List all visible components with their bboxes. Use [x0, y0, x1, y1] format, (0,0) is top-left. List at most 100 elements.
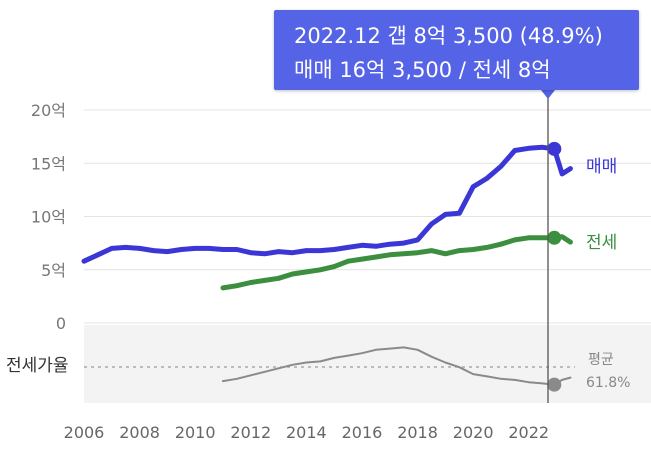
series-line-jeonse-point: [220, 285, 226, 291]
series-line-sale-point: [387, 241, 393, 247]
series-line-sale-point: [248, 250, 254, 255]
series-line-sale-point: [137, 246, 142, 251]
series-line-sale-point: [318, 248, 323, 253]
series-line-sale-point: [220, 247, 226, 252]
series-line-sale-point: [192, 246, 198, 251]
series-group: [81, 141, 573, 392]
series-line-sale-point: [568, 166, 573, 171]
series-line-sale-point: [498, 164, 504, 169]
y-tick-label: 5억: [41, 261, 66, 280]
series-line-sale-point: [457, 211, 462, 216]
series-line-jeonse-point: [262, 278, 267, 283]
highlight-marker-jeonse: [547, 230, 562, 245]
series-line-ratio-point: [444, 361, 447, 364]
series-line-ratio-point: [263, 370, 266, 373]
series-line-jeonse-point: [318, 267, 323, 272]
series-line-ratio-point: [319, 360, 322, 363]
x-tick-label: 2012: [230, 423, 271, 442]
series-line-sale-point: [179, 247, 184, 252]
ratio-panel-background: [84, 325, 651, 403]
series-line-sale-point: [262, 251, 267, 257]
series-line-sale-point: [81, 258, 87, 264]
series-line-ratio-point: [513, 379, 516, 381]
series-line-sale-point: [151, 248, 156, 253]
series-line-sale-point: [443, 212, 448, 217]
series-line-sale-point: [526, 146, 531, 151]
ratio-average-label: 평균: [588, 352, 614, 368]
tooltip-pointer: [541, 90, 555, 99]
series-line-jeonse-point: [429, 248, 434, 253]
x-tick-label: 2014: [286, 423, 327, 442]
y-tick-label: 15억: [31, 154, 66, 173]
series-line-ratio-point: [333, 356, 336, 359]
x-tick-label: 2006: [64, 423, 105, 442]
y-tick-label: 0: [56, 314, 66, 333]
series-line-jeonse-point: [443, 251, 448, 257]
series-line-sale-point: [290, 250, 295, 255]
series-line-ratio-point: [347, 354, 349, 357]
y-tick-label: 20억: [31, 101, 66, 120]
series-line-sale-point: [345, 245, 351, 250]
x-tick-label: 2022: [508, 423, 549, 442]
series-line-jeonse-point: [387, 252, 393, 258]
series-line-jeonse-point: [470, 247, 476, 252]
series-line-sale-point: [373, 244, 379, 249]
series-line-jeonse-point: [359, 256, 365, 262]
series-line-jeonse-point: [526, 235, 531, 241]
x-tick-label: 2016: [342, 423, 383, 442]
series-line-ratio-point: [305, 361, 308, 364]
series-line-sale-point: [559, 171, 565, 177]
series-line-jeonse-point: [276, 276, 281, 281]
y-tick-label: 10억: [31, 208, 66, 227]
series-line-jeonse-point: [540, 235, 545, 241]
series-line-ratio-point: [388, 347, 391, 350]
series-line-sale-point: [304, 248, 309, 253]
series-line-jeonse-point: [484, 245, 490, 250]
x-tick-label: 2018: [397, 423, 438, 442]
ratio-label: 전세가율: [6, 356, 69, 376]
series-line-ratio-point: [569, 376, 572, 379]
series-line-jeonse-point: [568, 239, 573, 245]
highlight-marker-sale: [547, 141, 562, 156]
series-line-sale-point: [484, 175, 490, 181]
series-line-sale-point: [95, 252, 101, 258]
series-line-sale-point: [429, 221, 434, 227]
series-line-ratio-point: [374, 348, 377, 351]
ratio-average-value: 61.8%: [586, 375, 630, 391]
series-line-ratio-point: [277, 367, 280, 370]
series-line-ratio-point: [402, 346, 405, 349]
series-line-sale-point: [109, 246, 115, 251]
series-line-sale-point: [276, 249, 281, 254]
series-line-ratio-point: [222, 380, 224, 382]
series-line-ratio-point: [561, 379, 564, 381]
series-line-sale-point: [415, 237, 420, 243]
series-line-jeonse-point: [401, 251, 406, 257]
series-label-sale: 매매: [586, 157, 617, 177]
series-line-jeonse-point: [512, 237, 518, 243]
y-axis-ticks: 20억 15억 10억 5억 0: [31, 101, 66, 333]
x-axis-ticks: 2006 2008 2010 2012 2014 2016 2018 2020 2022: [64, 423, 549, 442]
series-line-jeonse-point: [234, 283, 240, 288]
tooltip-line-2: 매매 16억 3,500 / 전세 8억: [294, 58, 551, 82]
series-line-ratio-point: [458, 366, 461, 369]
series-line-sale-point: [123, 245, 128, 250]
series-line-jeonse-point: [290, 271, 295, 277]
series-line-sale-point: [206, 246, 212, 251]
series-line-ratio-point: [416, 348, 419, 351]
series-line-ratio-point: [249, 374, 252, 377]
tooltip: 2022.12 갭 8억 3,500 (48.9%) 매매 16억 3,500 …: [274, 10, 639, 90]
series-line-jeonse-point: [498, 241, 504, 247]
series-line-ratio-point: [291, 363, 294, 366]
series-line-jeonse-point: [248, 280, 254, 285]
series-line-jeonse-point: [415, 250, 420, 255]
series-line-sale-point: [512, 148, 518, 153]
series-line-jeonse-point: [457, 248, 462, 253]
series-line-sale-point: [234, 247, 240, 252]
series-line-ratio-point: [361, 352, 363, 355]
series-line-sale-point: [401, 240, 406, 246]
series-line-ratio-point: [527, 381, 530, 384]
series-line-ratio-point: [430, 355, 433, 358]
series-line-sale-point: [540, 145, 545, 150]
series-line-jeonse-point: [331, 264, 337, 269]
